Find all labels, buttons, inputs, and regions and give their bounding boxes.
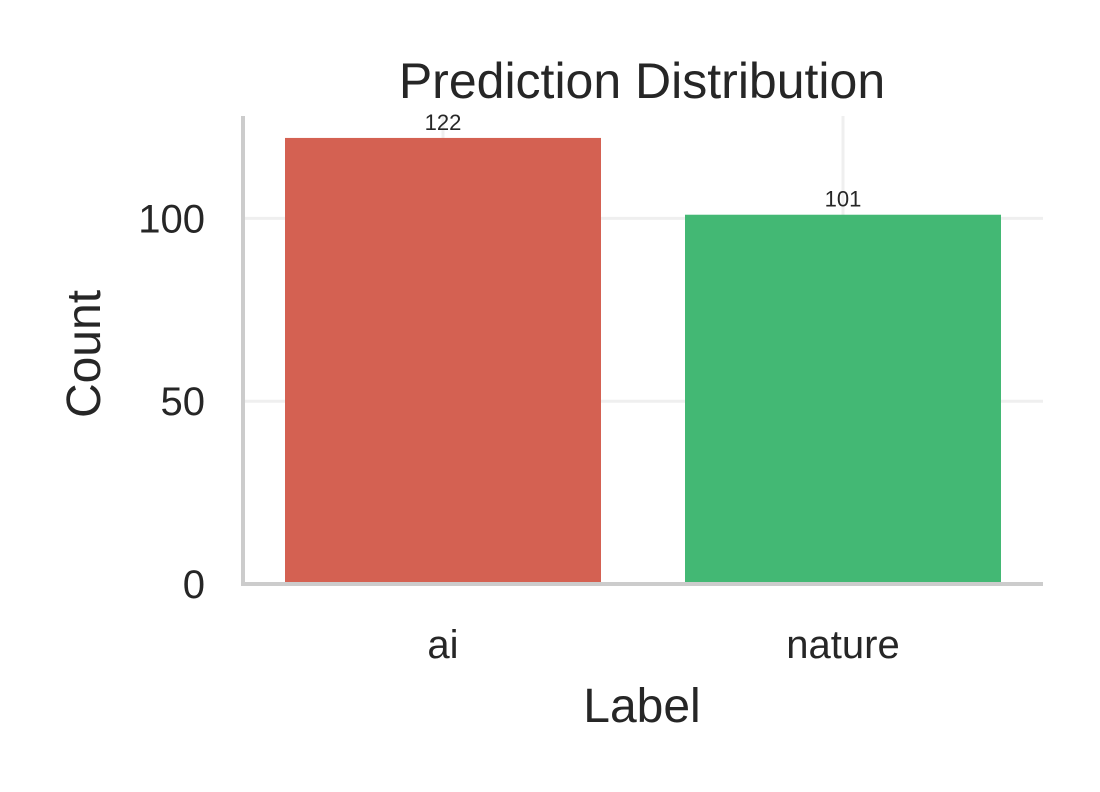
x-tick-label-ai: ai — [427, 623, 458, 667]
y-axis-label: Count — [58, 290, 111, 418]
x-axis-label: Label — [583, 680, 700, 733]
data-label-ai: 122 — [425, 110, 462, 135]
bar-ai — [285, 137, 601, 584]
data-label-nature: 101 — [825, 187, 862, 212]
chart-title: Prediction Distribution — [399, 53, 885, 109]
bars — [285, 137, 1001, 584]
bar-nature — [685, 214, 1001, 584]
data-labels: 122 101 — [425, 110, 862, 212]
x-tick-label-nature: nature — [786, 623, 899, 667]
tick-labels: 0 50 100 ai nature — [138, 197, 899, 667]
y-tick-label-50: 50 — [161, 380, 206, 424]
y-tick-label-100: 100 — [138, 197, 205, 241]
y-tick-label-0: 0 — [183, 563, 205, 607]
